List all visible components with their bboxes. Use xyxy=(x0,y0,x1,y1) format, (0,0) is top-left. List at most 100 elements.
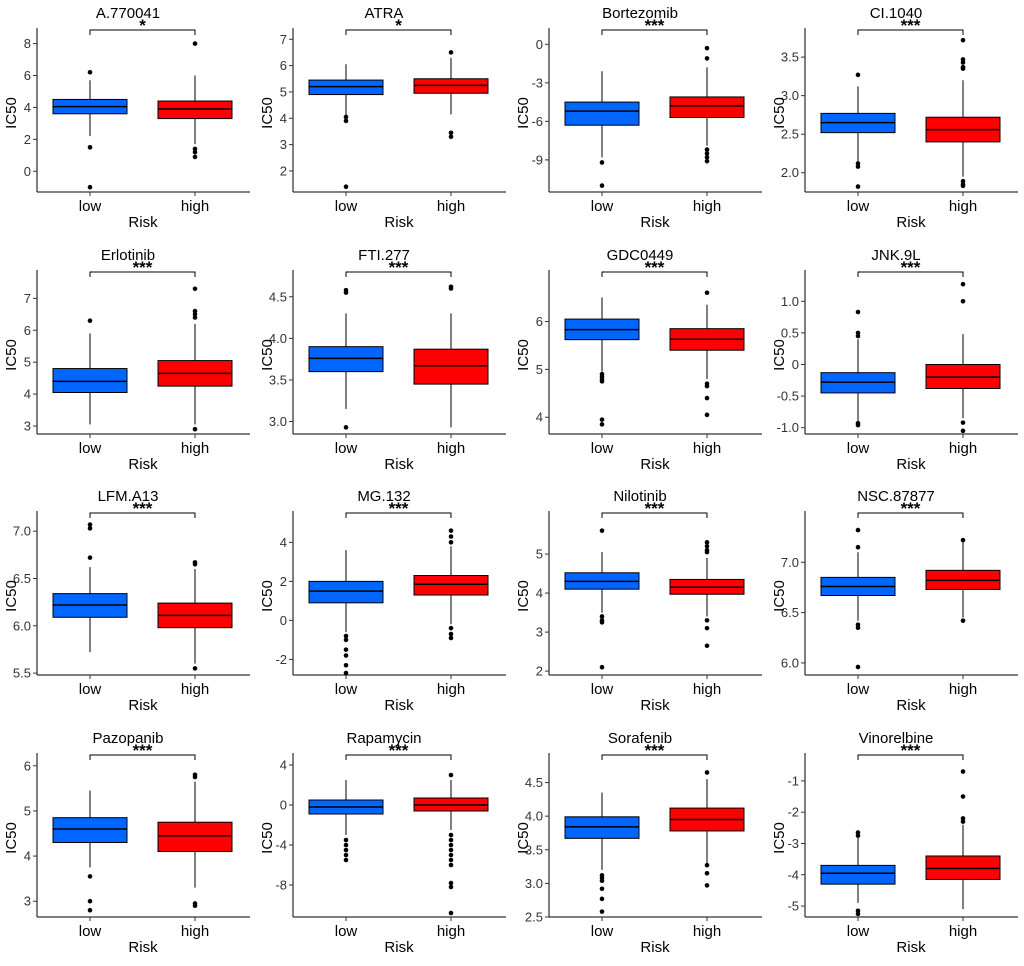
x-tick-label: low xyxy=(335,681,358,698)
outlier-point xyxy=(87,522,93,527)
outlier-point xyxy=(343,633,349,639)
chart-title: Sorafenib xyxy=(608,730,672,747)
outlier-point xyxy=(448,910,454,915)
y-tick-label: 2 xyxy=(536,664,543,679)
y-tick-label: 0 xyxy=(280,797,287,812)
x-tick-label: low xyxy=(847,198,870,215)
x-tick-label: high xyxy=(181,681,209,698)
y-tick-label: 3 xyxy=(280,137,287,152)
x-tick-label: low xyxy=(591,681,614,698)
outlier-point xyxy=(855,164,861,169)
x-axis-label: Risk xyxy=(384,939,414,956)
y-tick-label: 5 xyxy=(24,803,31,818)
boxplot-panel: CI.1040 2.0 2.5 3.0 3.5 IC50 low high Risk *** xyxy=(768,0,1024,242)
y-tick-label: 0.5 xyxy=(781,325,799,340)
outlier-point xyxy=(448,842,454,847)
significance-bracket xyxy=(601,512,708,518)
outlier-point xyxy=(855,911,861,916)
y-tick-label: 0 xyxy=(792,356,799,371)
y-tick-label: 6.5 xyxy=(13,571,31,586)
outlier-point xyxy=(448,847,454,852)
outlier-point xyxy=(960,419,966,425)
y-axis-label: IC50 xyxy=(771,580,788,612)
y-tick-label: 1.0 xyxy=(781,293,799,308)
outlier-point xyxy=(87,184,93,190)
outlier-point xyxy=(87,898,93,903)
y-tick-label: -0.5 xyxy=(777,388,799,403)
outlier-point xyxy=(87,907,93,913)
chart-title: Nilotinib xyxy=(613,488,666,505)
y-tick-label: 4 xyxy=(536,409,543,424)
outlier-point xyxy=(87,70,93,75)
x-axis-label: Risk xyxy=(640,456,670,473)
x-tick-label: low xyxy=(591,440,614,457)
significance-label: *** xyxy=(133,499,153,518)
outlier-point xyxy=(448,50,454,55)
y-tick-label: -4 xyxy=(787,867,799,882)
y-tick-label: 4 xyxy=(24,386,31,401)
box-high xyxy=(157,41,233,160)
chart-title: GDC0449 xyxy=(607,247,674,264)
significance-label: *** xyxy=(901,499,921,518)
significance-label: *** xyxy=(645,16,665,35)
significance-label: *** xyxy=(645,741,665,760)
significance-bracket xyxy=(601,29,708,35)
outlier-point xyxy=(192,41,198,46)
outlier-point xyxy=(343,842,349,847)
box-low xyxy=(820,527,896,670)
outlier-point xyxy=(192,154,198,160)
x-axis-label: Risk xyxy=(640,214,670,231)
y-tick-label: 7.0 xyxy=(13,524,31,539)
y-tick-label: 4.5 xyxy=(269,289,287,304)
outlier-point xyxy=(855,664,861,670)
significance-bracket xyxy=(345,754,452,760)
y-tick-label: 6 xyxy=(280,58,287,73)
y-tick-label: 4 xyxy=(24,848,31,863)
y-tick-label: 3 xyxy=(24,418,31,433)
outlier-point xyxy=(599,378,605,384)
x-tick-label: high xyxy=(181,440,209,457)
significance-bracket xyxy=(89,29,196,35)
x-tick-label: high xyxy=(949,681,977,698)
box-low xyxy=(308,779,384,862)
outlier-point xyxy=(599,896,605,901)
outlier-point xyxy=(192,314,198,320)
boxplot-svg: Pazopanib 3 4 5 6 IC50 low high Risk *** xyxy=(3,730,250,956)
boxplot-svg: Sorafenib 2.5 3.0 3.5 4.0 4.5 IC50 low high Risk *… xyxy=(515,730,762,956)
boxplot-svg: Vinorelbine -1 -2 -3 -4 -5 IC50 low high Risk *** xyxy=(771,730,1018,956)
y-tick-label: 3.5 xyxy=(781,50,799,65)
y-axis-label: IC50 xyxy=(259,580,276,612)
x-tick-label: low xyxy=(79,440,102,457)
y-axis-label: IC50 xyxy=(771,339,788,371)
outlier-point xyxy=(448,772,454,777)
x-tick-label: low xyxy=(591,198,614,215)
outlier-point xyxy=(704,158,710,164)
box-high xyxy=(669,45,745,164)
y-tick-label: -3 xyxy=(787,835,799,850)
outlier-point xyxy=(448,635,454,641)
outlier-point xyxy=(343,857,349,862)
outlier-point xyxy=(855,422,861,427)
y-tick-label: 4 xyxy=(280,535,287,550)
outlier-point xyxy=(192,308,198,313)
outlier-point xyxy=(960,537,966,543)
outlier-point xyxy=(599,664,605,670)
y-tick-label: 4 xyxy=(280,111,287,126)
x-tick-label: high xyxy=(437,923,465,940)
box-iqr xyxy=(157,100,233,120)
significance-bracket xyxy=(857,29,964,35)
y-axis-label: IC50 xyxy=(3,580,20,612)
boxplot-svg: Bortezomib 0 -3 -6 -9 IC50 low high Risk *** xyxy=(515,5,762,231)
outlier-point xyxy=(448,631,454,637)
y-axis-label: IC50 xyxy=(771,822,788,854)
y-axis-label: IC50 xyxy=(515,97,532,129)
box-iqr xyxy=(925,854,1001,880)
outlier-point xyxy=(960,37,966,43)
outlier-point xyxy=(704,618,710,623)
box-iqr xyxy=(669,96,745,118)
box-high xyxy=(925,537,1001,623)
y-tick-label: 2.0 xyxy=(781,165,799,180)
y-axis-label: IC50 xyxy=(515,339,532,371)
outlier-point xyxy=(704,643,710,649)
outlier-point xyxy=(855,309,861,314)
